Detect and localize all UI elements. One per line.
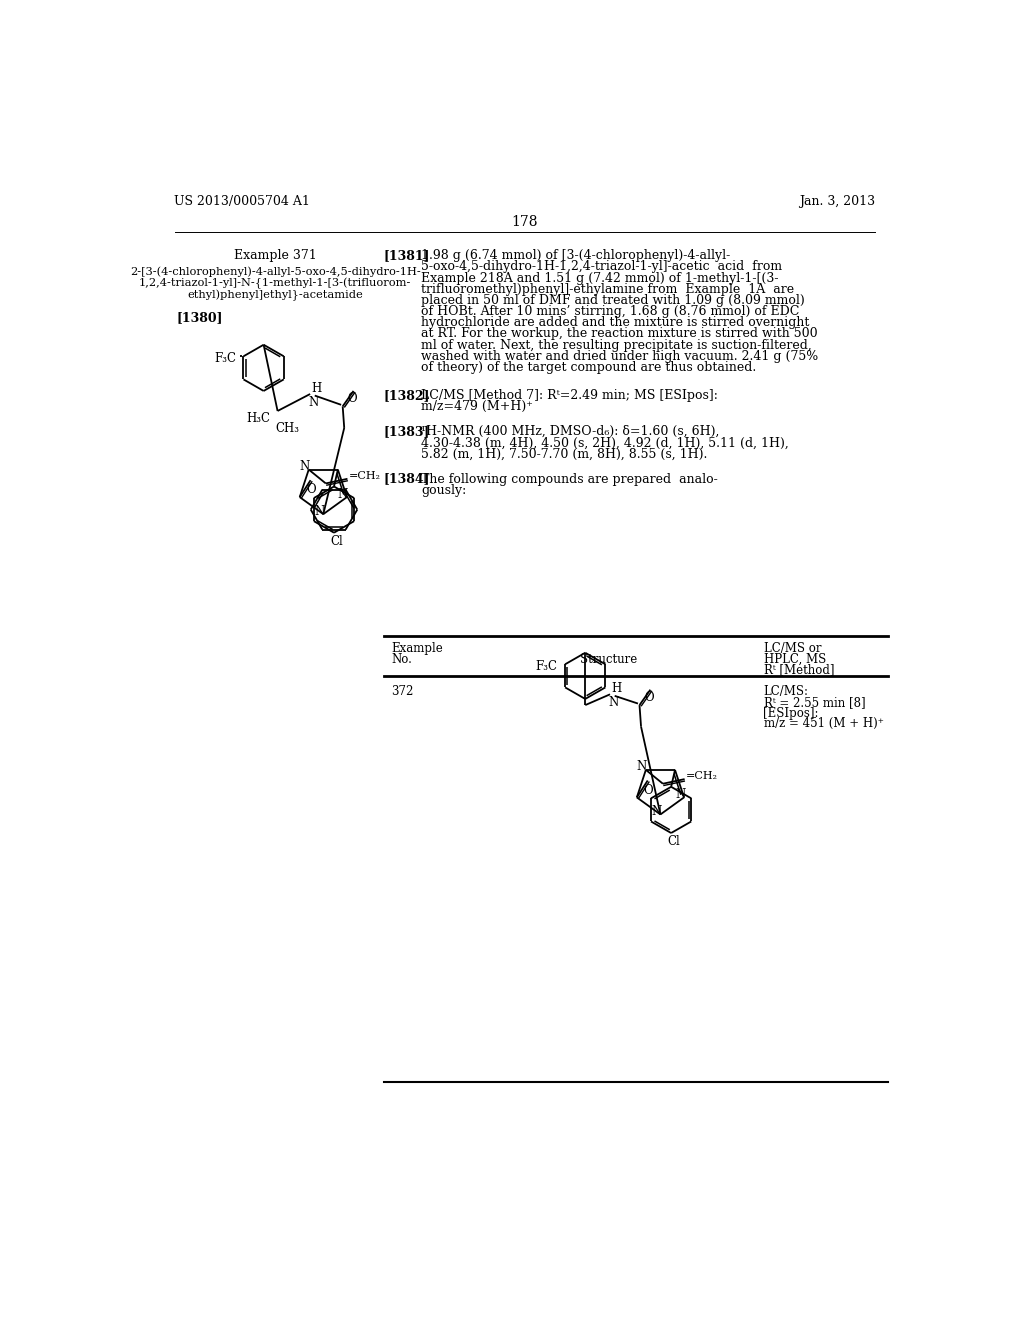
Text: H: H <box>611 682 622 696</box>
Text: N: N <box>308 396 318 409</box>
Text: Structure: Structure <box>580 653 637 665</box>
Text: [1383]: [1383] <box>384 425 430 438</box>
Text: =CH₂: =CH₂ <box>349 471 381 480</box>
Text: Jan. 3, 2013: Jan. 3, 2013 <box>799 195 876 209</box>
Text: The following compounds are prepared  analo-: The following compounds are prepared ana… <box>421 473 718 486</box>
Text: [1380]: [1380] <box>176 312 222 323</box>
Text: Example 371: Example 371 <box>233 249 316 263</box>
Text: ml of water. Next, the resulting precipitate is suction-filtered,: ml of water. Next, the resulting precipi… <box>421 339 812 351</box>
Text: m/z=479 (M+H)⁺: m/z=479 (M+H)⁺ <box>421 400 532 413</box>
Text: 2-[3-(4-chlorophenyl)-4-allyl-5-oxo-4,5-dihydro-1H-: 2-[3-(4-chlorophenyl)-4-allyl-5-oxo-4,5-… <box>130 267 421 277</box>
Text: Example 218A and 1.51 g (7.42 mmol) of 1-methyl-1-[(3-: Example 218A and 1.51 g (7.42 mmol) of 1… <box>421 272 778 285</box>
Text: m/z = 451 (M + H)⁺: m/z = 451 (M + H)⁺ <box>764 718 884 730</box>
Text: 372: 372 <box>391 685 414 698</box>
Text: N: N <box>300 459 310 473</box>
Text: Example: Example <box>391 642 443 655</box>
Text: No.: No. <box>391 653 413 665</box>
Text: O: O <box>347 392 357 405</box>
Text: 1,2,4-triazol-1-yl]-N-{1-methyl-1-[3-(trifluorom-: 1,2,4-triazol-1-yl]-N-{1-methyl-1-[3-(tr… <box>139 277 412 289</box>
Text: gously:: gously: <box>421 483 466 496</box>
Text: N: N <box>675 788 685 801</box>
Text: trifluoromethyl)phenyl]-ethylamine from  Example  1A  are: trifluoromethyl)phenyl]-ethylamine from … <box>421 282 794 296</box>
Text: N: N <box>338 487 348 500</box>
Text: F₃C: F₃C <box>214 352 237 366</box>
Text: ¹H-NMR (400 MHz, DMSO-d₆): δ=1.60 (s, 6H),: ¹H-NMR (400 MHz, DMSO-d₆): δ=1.60 (s, 6H… <box>421 425 719 438</box>
Text: hydrochloride are added and the mixture is stirred overnight: hydrochloride are added and the mixture … <box>421 317 809 329</box>
Text: [1382]: [1382] <box>384 389 430 403</box>
Text: H: H <box>311 381 322 395</box>
Text: washed with water and dried under high vacuum. 2.41 g (75%: washed with water and dried under high v… <box>421 350 818 363</box>
Text: N: N <box>608 696 618 709</box>
Text: O: O <box>643 784 652 796</box>
Text: N: N <box>651 805 662 818</box>
Text: O: O <box>306 483 315 496</box>
Text: Rᵗ = 2.55 min [8]: Rᵗ = 2.55 min [8] <box>764 696 865 709</box>
Text: 4.30-4.38 (m, 4H), 4.50 (s, 2H), 4.92 (d, 1H), 5.11 (d, 1H),: 4.30-4.38 (m, 4H), 4.50 (s, 2H), 4.92 (d… <box>421 437 788 449</box>
Text: H₃C: H₃C <box>247 412 270 425</box>
Text: [1384]: [1384] <box>384 473 430 486</box>
Text: =CH₂: =CH₂ <box>686 771 718 781</box>
Text: Rᵗ [Method]: Rᵗ [Method] <box>764 664 834 677</box>
Text: 178: 178 <box>512 215 538 228</box>
Text: O: O <box>644 692 653 705</box>
Text: LC/MS or: LC/MS or <box>764 642 821 655</box>
Text: at RT. For the workup, the reaction mixture is stirred with 500: at RT. For the workup, the reaction mixt… <box>421 327 817 341</box>
Text: Cl: Cl <box>330 535 343 548</box>
Text: 5-oxo-4,5-dihydro-1H-1,2,4-triazol-1-yl]-acetic  acid  from: 5-oxo-4,5-dihydro-1H-1,2,4-triazol-1-yl]… <box>421 260 782 273</box>
Text: 1.98 g (6.74 mmol) of [3-(4-chlorophenyl)-4-allyl-: 1.98 g (6.74 mmol) of [3-(4-chlorophenyl… <box>421 249 730 263</box>
Text: 5.82 (m, 1H), 7.50-7.70 (m, 8H), 8.55 (s, 1H).: 5.82 (m, 1H), 7.50-7.70 (m, 8H), 8.55 (s… <box>421 447 708 461</box>
Text: LC/MS:: LC/MS: <box>764 685 809 698</box>
Text: F₃C: F₃C <box>536 660 558 673</box>
Text: [1381]: [1381] <box>384 249 430 263</box>
Text: US 2013/0005704 A1: US 2013/0005704 A1 <box>174 195 310 209</box>
Text: [ESIpos]:: [ESIpos]: <box>764 706 819 719</box>
Text: HPLC, MS: HPLC, MS <box>764 653 825 665</box>
Text: N: N <box>637 760 647 774</box>
Text: of HOBt. After 10 mins’ stirring, 1.68 g (8.76 mmol) of EDC: of HOBt. After 10 mins’ stirring, 1.68 g… <box>421 305 800 318</box>
Text: LC/MS [Method 7]: Rᵗ=2.49 min; MS [ESIpos]:: LC/MS [Method 7]: Rᵗ=2.49 min; MS [ESIpo… <box>421 389 718 403</box>
Text: placed in 50 ml of DMF and treated with 1.09 g (8.09 mmol): placed in 50 ml of DMF and treated with … <box>421 294 805 308</box>
Text: CH₃: CH₃ <box>275 422 299 434</box>
Text: N: N <box>314 504 325 517</box>
Text: ethyl)phenyl]ethyl}-acetamide: ethyl)phenyl]ethyl}-acetamide <box>187 289 364 301</box>
Text: Cl: Cl <box>668 836 680 849</box>
Text: of theory) of the target compound are thus obtained.: of theory) of the target compound are th… <box>421 360 756 374</box>
